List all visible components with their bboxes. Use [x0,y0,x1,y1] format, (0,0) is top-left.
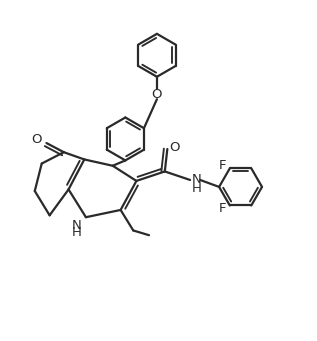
Text: H: H [192,182,202,195]
Text: N: N [192,174,201,187]
Text: F: F [218,159,226,172]
Text: O: O [152,88,162,101]
Text: N: N [72,219,82,232]
Text: H: H [72,226,82,239]
Text: O: O [169,141,179,154]
Text: O: O [31,133,42,146]
Text: F: F [218,202,226,215]
